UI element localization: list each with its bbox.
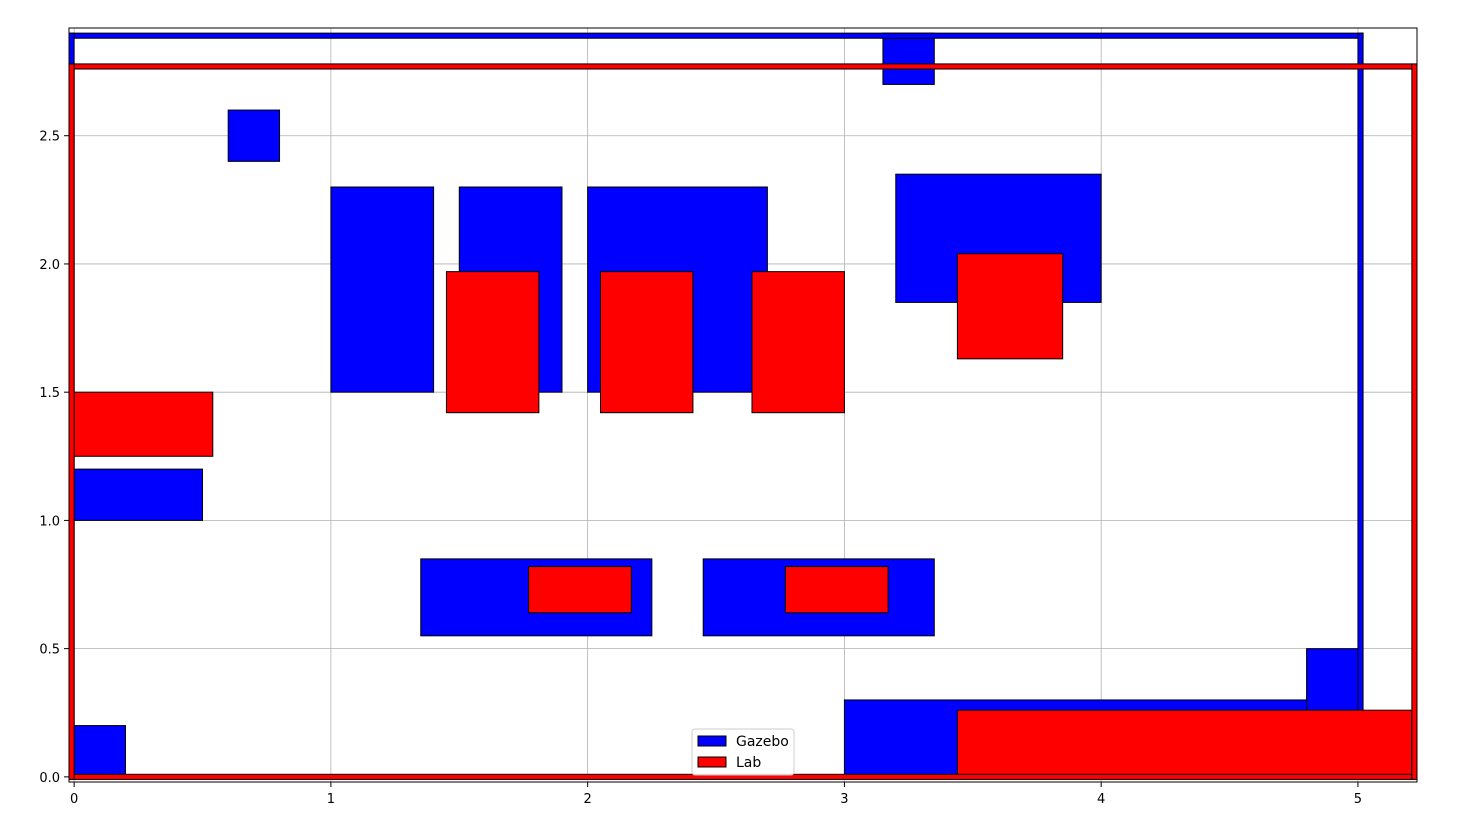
lab-rect-3 xyxy=(751,271,845,414)
legend: Gazebo Lab xyxy=(691,728,795,776)
y-tick-label-5: 2.5 xyxy=(39,130,60,145)
x-tick-label-5: 5 xyxy=(1354,792,1362,807)
x-tick-label-0: 0 xyxy=(70,792,78,807)
x-tick-label-1: 1 xyxy=(327,792,335,807)
plot-area xyxy=(69,28,1417,782)
series-lab xyxy=(68,63,1418,780)
gazebo-rect-7 xyxy=(882,32,935,85)
lab-rect-0 xyxy=(68,391,214,457)
x-tick-label-3: 3 xyxy=(840,792,848,807)
gazebo-rect-12 xyxy=(68,32,1364,39)
lab-rect-8 xyxy=(68,63,1413,70)
lab-rect-7 xyxy=(956,709,1413,778)
axis-ticks: 0 1 2 3 4 5 0.0 0.5 1.0 1.5 2.0 2.5 xyxy=(39,130,1362,807)
gazebo-rect-3 xyxy=(330,186,435,393)
lab-rect-11 xyxy=(1411,63,1418,780)
y-tick-label-4: 2.0 xyxy=(39,258,60,273)
lab-rect-6 xyxy=(784,566,889,614)
lab-rect-1 xyxy=(445,271,540,414)
plot-frame xyxy=(68,27,1418,783)
legend-label-lab: Lab xyxy=(736,755,761,771)
series-layer xyxy=(68,32,1418,780)
y-tick-label-0: 0.0 xyxy=(39,771,60,786)
legend-label-gazebo: Gazebo xyxy=(736,734,789,750)
x-tick-label-4: 4 xyxy=(1097,792,1105,807)
legend-swatch-gazebo xyxy=(697,735,727,747)
y-tick-label-1: 0.5 xyxy=(39,643,60,658)
gazebo-rect-1 xyxy=(73,468,204,521)
gazebo-rect-14 xyxy=(1357,32,1364,778)
y-tick-label-2: 1.0 xyxy=(39,514,60,529)
lab-rect-5 xyxy=(528,566,632,614)
lab-rect-2 xyxy=(599,271,694,414)
gazebo-rect-0 xyxy=(73,725,126,778)
legend-swatch-lab xyxy=(697,756,727,768)
y-tick-label-3: 1.5 xyxy=(39,386,60,401)
lab-rect-4 xyxy=(956,253,1064,360)
lab-rect-10 xyxy=(68,63,75,780)
x-tick-label-2: 2 xyxy=(584,792,592,807)
gazebo-rect-2 xyxy=(227,109,281,162)
